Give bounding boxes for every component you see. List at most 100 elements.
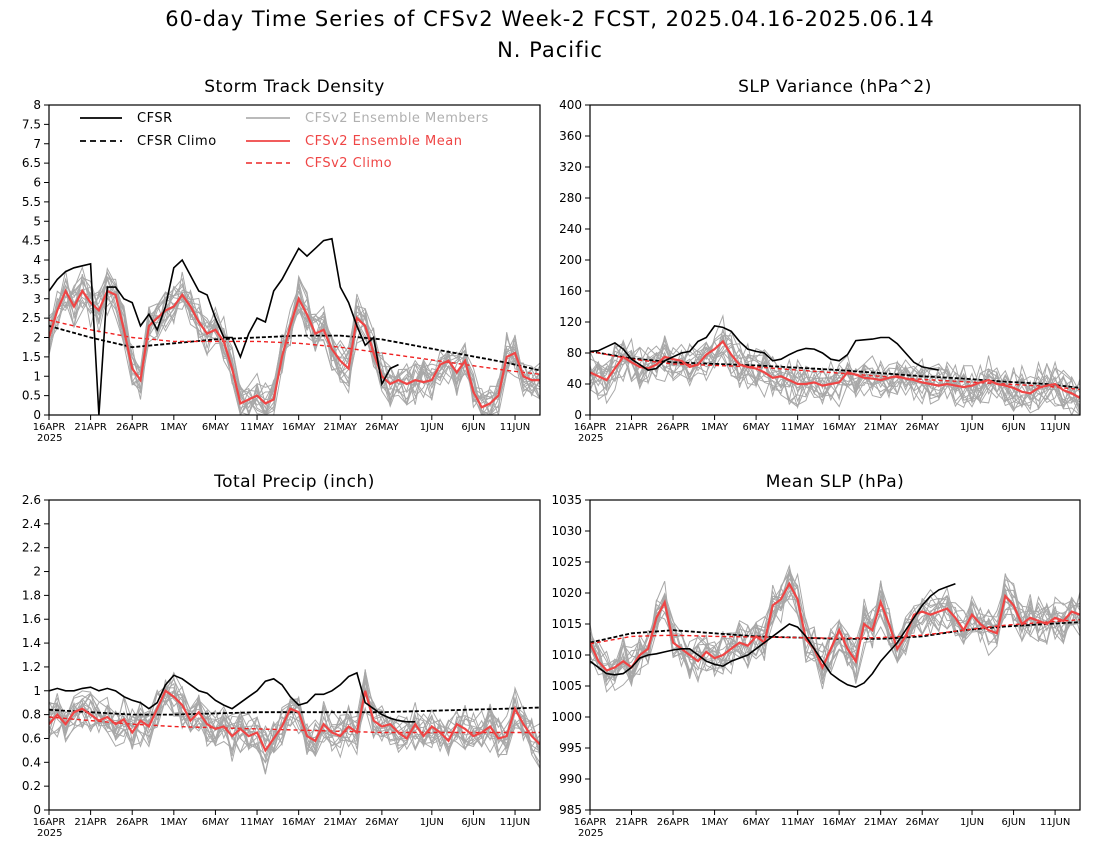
y-tick-label: 3 [33,292,41,306]
x-tick-label: 26APR [657,422,690,433]
y-tick-label: 2.5 [22,311,41,325]
y-tick-label: 1.2 [22,660,41,674]
legend-label: CFSv2 Climo [305,156,392,171]
cfsv2-climo-line [49,716,540,734]
plot-frame [48,499,541,811]
x-tick-label: 1MAY [701,817,729,828]
ensemble-member-line [49,673,540,759]
y-tick-label: 1010 [551,648,582,662]
cfsr-line [590,325,939,371]
panel-3: Mean SLP (hPa) 985 990 995 1000 1005 1010 1015 1… [551,472,1081,839]
ensemble-member-line [590,569,1080,683]
legend-label: CFSv2 Ensemble Mean [305,134,462,149]
plot-area [590,314,1080,415]
x-tick-label: 1MAY [701,422,729,433]
plot-area [590,564,1080,693]
x-tick-label: 21MAY [324,422,358,433]
ensemble-member-line [590,570,1080,690]
cfsr-climo-line [49,325,540,372]
x-tick-label: 26APR [657,817,690,828]
x-tick-label: 16APR [33,422,66,433]
x-tick-label: 6JUN [461,817,485,828]
x-tick-label: 11MAY [240,817,274,828]
x-tick-label: 1JUN [960,817,984,828]
cfsv2-climo-line [49,319,540,375]
x-tick-label: 26APR [116,422,149,433]
y-tick-label: 1000 [551,710,582,724]
y-tick-label: 1.4 [22,636,41,650]
x-tick-label: 26MAY [365,817,399,828]
y-tick-label: 280 [559,191,582,205]
ensemble-member-line [49,679,540,755]
plot-area [49,237,540,415]
figure-region: N. Pacific [497,38,603,62]
legend: CFSR CFSR Climo CFSv2 Ensemble Members CFSv… [80,111,488,171]
panel-title: Total Precip (inch) [213,472,375,492]
x-tick-label: 16APR [574,817,607,828]
y-tick-label: 2.2 [22,541,41,555]
y-tick-label: 400 [559,98,582,112]
y-tick-label: 5 [33,214,41,228]
x-tick-label: 11JUN [1040,422,1070,433]
y-tick-label: 8 [33,98,41,112]
cfsr-climo-line [590,350,1080,389]
x-year-label: 2025 [578,433,603,444]
y-tick-label: 6 [33,176,41,190]
x-tick-label: 6MAY [202,817,230,828]
cfsv2-climo-line [590,619,1080,645]
x-tick-label: 1JUN [420,817,444,828]
y-tick-label: 0.4 [22,755,41,769]
x-tick-label: 6JUN [1001,817,1025,828]
y-tick-label: 0 [33,408,41,422]
legend-label: CFSR [137,111,173,126]
ensemble-member-line [49,670,540,775]
ensemble-mean-line [590,581,1080,672]
y-tick-label: 200 [559,253,582,267]
plot-frame [589,104,1081,416]
ensemble-mean-line [49,689,540,753]
y-tick-label: 7 [33,137,41,151]
x-tick-label: 1MAY [160,422,188,433]
y-tick-label: 40 [567,377,582,391]
y-tick-label: 1030 [551,524,582,538]
y-tick-label: 160 [559,284,582,298]
y-tick-label: 0.6 [22,731,41,745]
y-tick-label: 1025 [551,555,582,569]
ensemble-member-line [49,679,540,773]
y-tick-label: 5.5 [22,195,41,209]
x-tick-label: 21MAY [864,817,898,828]
x-tick-label: 6MAY [743,422,771,433]
y-tick-label: 6.5 [22,156,41,170]
plot-area [49,669,540,775]
x-tick-label: 1JUN [960,422,984,433]
y-tick-label: 1020 [551,586,582,600]
x-tick-label: 6JUN [1001,422,1025,433]
x-tick-label: 16MAY [822,422,856,433]
y-tick-label: 7.5 [22,117,41,131]
x-tick-label: 16MAY [282,817,316,828]
x-tick-label: 16APR [574,422,607,433]
y-tick-label: 985 [559,803,582,817]
x-year-label: 2025 [37,828,62,839]
y-tick-label: 320 [559,160,582,174]
y-tick-label: 0 [574,408,582,422]
y-tick-label: 80 [567,346,582,360]
panel-1: SLP Variance (hPa^2) 0 40 80 120 160 200 240 280… [559,77,1081,444]
y-tick-label: 1035 [551,493,582,507]
ensemble-member-line [590,573,1080,683]
panels: Storm Track Density 0 0.5 1 1.5 2 2.5 3 3.5 4 4.5 5… [22,77,1081,839]
x-year-label: 2025 [37,433,62,444]
y-tick-label: 3.5 [22,272,41,286]
plot-frame [48,104,541,416]
y-tick-label: 1.5 [22,350,41,364]
x-tick-label: 16APR [33,817,66,828]
x-tick-label: 21APR [74,422,107,433]
y-tick-label: 4 [33,253,41,267]
y-tick-label: 2 [33,565,41,579]
x-tick-label: 26MAY [365,422,399,433]
cfsr-climo-line [590,621,1080,644]
y-tick-label: 240 [559,222,582,236]
ensemble-member-line [49,283,540,415]
y-tick-label: 4.5 [22,234,41,248]
x-tick-label: 1MAY [160,817,188,828]
